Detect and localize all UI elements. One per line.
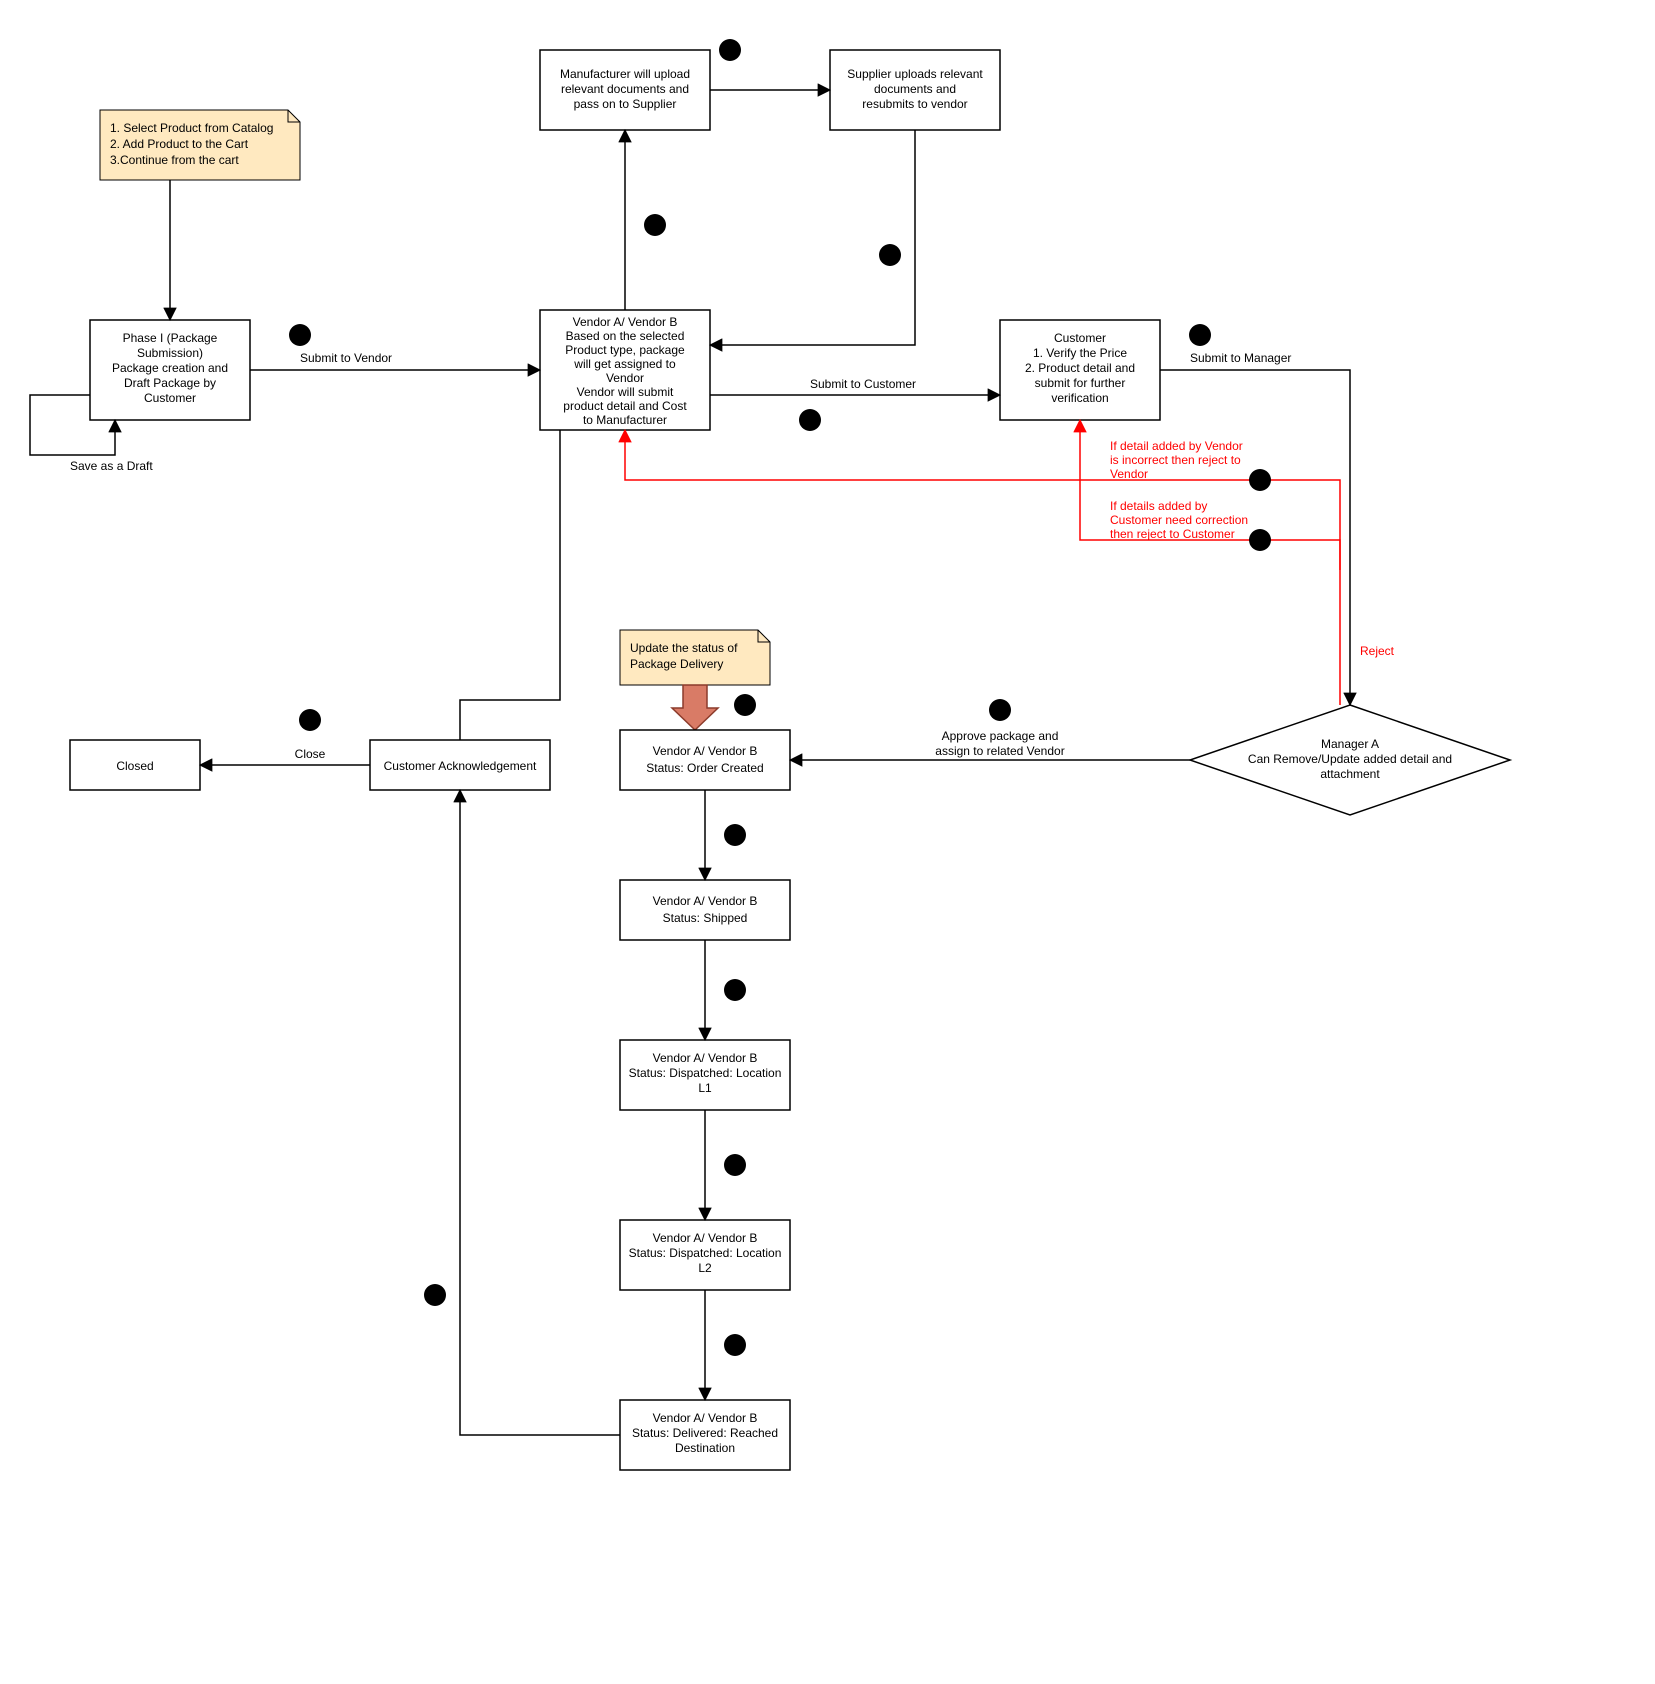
message-icon (724, 979, 746, 1001)
message-icon (1189, 324, 1211, 346)
task-delivered: Vendor A/ Vendor B Status: Delivered: Re… (620, 1400, 790, 1470)
message-icon (424, 1284, 446, 1306)
message-icon (1249, 529, 1271, 551)
task-order-created: Vendor A/ Vendor B Status: Order Created (620, 730, 790, 790)
task-line: pass on to Supplier (574, 97, 677, 111)
message-icon (724, 1154, 746, 1176)
decision-line: attachment (1320, 767, 1380, 781)
edge-label: If details added by (1110, 499, 1207, 513)
message-icon (299, 709, 321, 731)
task-line: Draft Package by (124, 376, 216, 390)
task-line: L1 (698, 1081, 712, 1095)
edge-label: then reject to Customer (1110, 527, 1235, 541)
task-ack: Customer Acknowledgement (370, 740, 550, 790)
task-line: Vendor A/ Vendor B (653, 1411, 758, 1425)
message-icon (289, 324, 311, 346)
task-dispatched-l1: Vendor A/ Vendor B Status: Dispatched: L… (620, 1040, 790, 1110)
task-line: relevant documents and (561, 82, 689, 96)
message-icon (724, 1334, 746, 1356)
message-icon (879, 244, 901, 266)
decision-line: Can Remove/Update added detail and (1248, 752, 1452, 766)
block-arrow-icon (672, 685, 718, 730)
edge-label: Approve package and (942, 729, 1059, 743)
task-closed: Closed (70, 740, 200, 790)
task-line: will get assigned to (573, 357, 676, 371)
task-line: Status: Delivered: Reached (632, 1426, 778, 1440)
message-icon (734, 694, 756, 716)
task-line: to Manufacturer (583, 413, 667, 427)
edge-label: Submit to Vendor (300, 351, 392, 365)
edge-label: is incorrect then reject to (1110, 453, 1241, 467)
message-icon (989, 699, 1011, 721)
message-icon (799, 409, 821, 431)
task-line: L2 (698, 1261, 712, 1275)
edge-label: Submit to Manager (1190, 351, 1291, 365)
task-line: Vendor A/ Vendor B (653, 894, 758, 908)
task-line: Status: Shipped (663, 911, 748, 925)
edge-label: Save as a Draft (70, 459, 153, 473)
task-line: Product type, package (565, 343, 685, 357)
decision-manager: Manager A Can Remove/Update added detail… (1190, 705, 1510, 815)
task-line: documents and (874, 82, 956, 96)
task-line: 2. Product detail and (1025, 361, 1135, 375)
note-select-product: 1. Select Product from Catalog 2. Add Pr… (100, 110, 300, 180)
task-line: Status: Dispatched: Location (629, 1246, 782, 1260)
task-line: Phase I (Package (123, 331, 218, 345)
message-icon (644, 214, 666, 236)
task-line: Status: Dispatched: Location (629, 1066, 782, 1080)
note-line: 3.Continue from the cart (110, 153, 239, 167)
task-line: Vendor will submit (577, 385, 674, 399)
task-phase1: Phase I (Package Submission) Package cre… (90, 320, 250, 420)
task-line: Customer Acknowledgement (384, 759, 537, 773)
task-line: Closed (116, 759, 153, 773)
edge-label: assign to related Vendor (935, 744, 1064, 758)
decision-line: Manager A (1321, 737, 1379, 751)
edge-label: If detail added by Vendor (1110, 439, 1243, 453)
task-line: Vendor (606, 371, 644, 385)
task-line: Destination (675, 1441, 735, 1455)
task-line: Status: Order Created (646, 761, 763, 775)
task-manufacturer: Manufacturer will upload relevant docume… (540, 50, 710, 130)
task-line: Vendor A/ Vendor B (653, 1231, 758, 1245)
edge-delivered-ack (460, 790, 620, 1435)
task-line: Vendor A/ Vendor B (653, 1051, 758, 1065)
task-line: Customer (1054, 331, 1106, 345)
note-line: Package Delivery (630, 657, 723, 671)
task-line: Supplier uploads relevant (847, 67, 983, 81)
edge-label: Close (295, 747, 326, 761)
note-line: Update the status of (630, 641, 738, 655)
task-line: Customer (144, 391, 196, 405)
edge-label: Vendor (1110, 467, 1148, 481)
edge-label: Submit to Customer (810, 377, 916, 391)
task-line: submit for further (1035, 376, 1126, 390)
message-icon (724, 824, 746, 846)
edge-ack-vendor-guide (460, 430, 560, 740)
task-line: verification (1051, 391, 1108, 405)
edge-label: Customer need correction (1110, 513, 1248, 527)
task-customer: Customer 1. Verify the Price 2. Product … (1000, 320, 1160, 420)
task-line: Manufacturer will upload (560, 67, 690, 81)
note-line: 2. Add Product to the Cart (110, 137, 249, 151)
task-shipped: Vendor A/ Vendor B Status: Shipped (620, 880, 790, 940)
message-icon (719, 39, 741, 61)
task-dispatched-l2: Vendor A/ Vendor B Status: Dispatched: L… (620, 1220, 790, 1290)
task-line: Based on the selected (566, 329, 685, 343)
task-line: Vendor A/ Vendor B (653, 744, 758, 758)
note-update-status: Update the status of Package Delivery (620, 630, 770, 685)
note-line: 1. Select Product from Catalog (110, 121, 273, 135)
flowchart-canvas: 1. Select Product from Catalog 2. Add Pr… (0, 0, 1655, 1684)
message-icon (1249, 469, 1271, 491)
task-line: Package creation and (112, 361, 228, 375)
task-line: 1. Verify the Price (1033, 346, 1127, 360)
task-line: Submission) (137, 346, 203, 360)
task-line: Vendor A/ Vendor B (573, 315, 678, 329)
task-line: resubmits to vendor (862, 97, 967, 111)
task-supplier: Supplier uploads relevant documents and … (830, 50, 1000, 130)
task-vendor: Vendor A/ Vendor B Based on the selected… (540, 310, 710, 430)
edge-supplier-vendor (710, 130, 915, 345)
task-line: product detail and Cost (563, 399, 687, 413)
edge-label-reject: Reject (1360, 644, 1395, 658)
